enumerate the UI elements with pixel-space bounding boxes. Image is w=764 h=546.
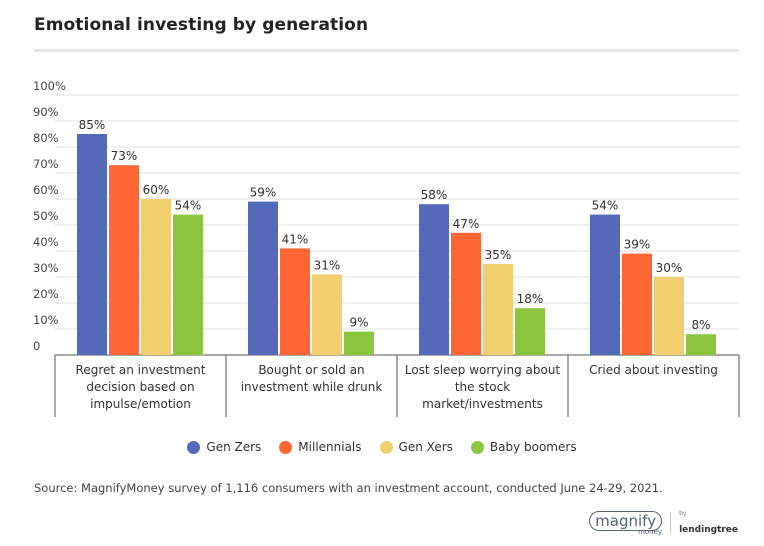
bar-value-label: 8%: [691, 318, 710, 332]
money-wordmark: money: [638, 527, 663, 536]
brand-logos: magnify money by lendingtree: [589, 510, 738, 536]
chart-legend: Gen Zers Millennials Gen Xers Baby boomers: [0, 440, 764, 454]
y-tick-label: 30%: [33, 261, 59, 275]
legend-item: Millennials: [279, 440, 362, 454]
legend-label: Gen Zers: [206, 440, 262, 454]
legend-label: Gen Xers: [398, 440, 453, 454]
category-label-line: Lost sleep worrying about: [405, 363, 561, 377]
lendingtree-wordmark: lendingtree: [679, 525, 738, 535]
bar-value-label: 58%: [421, 188, 448, 202]
bar-value-label: 9%: [349, 316, 368, 330]
bar: [686, 334, 716, 355]
category-label-line: Regret an investment: [76, 363, 206, 377]
bar: [141, 199, 171, 355]
y-tick-label: 100%: [33, 79, 66, 93]
legend-label: Baby boomers: [489, 440, 577, 454]
category-label-line: decision based on: [86, 380, 194, 394]
bar-value-label: 39%: [624, 238, 651, 252]
bar-value-label: 59%: [250, 186, 277, 200]
category-label: Lost sleep worrying about the stock market…: [405, 363, 561, 411]
category-label-line: impulse/emotion: [90, 397, 191, 411]
bar: [173, 214, 203, 355]
legend-label: Millennials: [298, 440, 362, 454]
bar-value-label: 85%: [79, 118, 106, 132]
y-tick-label: 90%: [33, 105, 59, 119]
logo-separator: [670, 512, 672, 534]
magnifymoney-logo: magnify money: [589, 510, 663, 536]
bar: [451, 232, 481, 355]
legend-swatch: [470, 440, 484, 454]
bar-value-label: 47%: [453, 217, 480, 231]
bar: [77, 134, 107, 355]
bar-value-label: 18%: [517, 292, 544, 306]
lendingtree-logo: by lendingtree: [679, 510, 738, 536]
y-tick-label: 40%: [33, 235, 59, 249]
y-tick-label: 10%: [33, 313, 59, 327]
bar: [344, 331, 374, 355]
bar: [419, 204, 449, 355]
magnify-wordmark: magnify: [589, 510, 663, 531]
bar: [590, 214, 620, 355]
y-tick-label: 0: [33, 339, 40, 353]
y-tick-label: 60%: [33, 183, 59, 197]
category-label-line: Bought or sold an: [258, 363, 364, 377]
category-label-line: Cried about investing: [589, 363, 718, 377]
source-note: Source: MagnifyMoney survey of 1,116 con…: [34, 481, 663, 495]
category-label: Bought or sold an investment while drunk: [241, 363, 383, 394]
bar: [280, 248, 310, 355]
legend-item: Gen Zers: [187, 440, 261, 454]
bar-value-label: 60%: [143, 183, 170, 197]
category-label: Regret an investment decision based on imp…: [76, 363, 206, 411]
bar-value-label: 54%: [592, 199, 619, 213]
bar: [109, 165, 139, 355]
category-label-line: the stock: [455, 380, 510, 394]
bar-value-label: 35%: [485, 248, 512, 262]
category-label: Cried about investing: [589, 363, 718, 377]
bar-chart: 0 10% 20% 30% 40% 50% 60% 70% 80% 90% 100% 85% 73% 60…: [33, 79, 740, 417]
bar: [248, 201, 278, 355]
bar: [515, 308, 545, 355]
legend-item: Gen Xers: [379, 440, 453, 454]
bar: [622, 253, 652, 355]
by-label: by: [679, 510, 687, 517]
chart-title: Emotional investing by generation: [34, 15, 369, 35]
bar-value-label: 54%: [175, 199, 202, 213]
y-tick-label: 80%: [33, 131, 59, 145]
title-divider: [34, 49, 739, 52]
y-tick-label: 20%: [33, 287, 59, 301]
y-tick-label: 70%: [33, 157, 59, 171]
bar-value-label: 31%: [314, 258, 341, 272]
bar: [483, 264, 513, 355]
legend-item: Baby boomers: [470, 440, 577, 454]
bar: [312, 274, 342, 355]
bar-value-label: 30%: [656, 261, 683, 275]
y-tick-label: 50%: [33, 209, 59, 223]
bar-value-label: 73%: [111, 149, 138, 163]
legend-swatch: [187, 440, 201, 454]
category-label-line: investment while drunk: [241, 380, 383, 394]
bar-value-label: 41%: [282, 232, 309, 246]
legend-swatch: [279, 440, 293, 454]
category-label-line: market/investments: [422, 397, 543, 411]
legend-swatch: [379, 440, 393, 454]
bar: [654, 277, 684, 355]
